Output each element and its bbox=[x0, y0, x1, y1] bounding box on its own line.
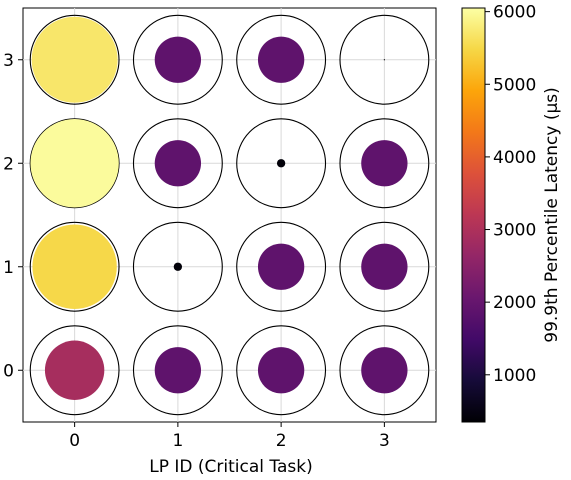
colorbar-label: 99.9th Percentile Latency (μs) bbox=[542, 87, 562, 343]
bubble-1-0 bbox=[154, 347, 202, 394]
colorbar-tick-label-6000: 6000 bbox=[493, 3, 536, 23]
colorbar-tick-label-4000: 4000 bbox=[493, 148, 536, 168]
bubble-1-1 bbox=[173, 262, 183, 271]
colorbar bbox=[461, 7, 486, 423]
ref-circle-2-2 bbox=[236, 118, 327, 209]
reference-circles bbox=[29, 14, 430, 416]
bubble-3-0 bbox=[361, 347, 408, 394]
ref-circle-1-1 bbox=[132, 221, 223, 312]
bubble-0-2 bbox=[30, 119, 119, 208]
bubble-2-0 bbox=[257, 347, 305, 394]
y-tick-label-1: 1 bbox=[3, 258, 14, 278]
bubble-2-2 bbox=[276, 159, 286, 168]
x-axis-label: LP ID (Critical Task) bbox=[149, 457, 312, 477]
bubble-0-1 bbox=[32, 224, 117, 309]
bubble-3-3 bbox=[383, 59, 385, 61]
ref-circle-1-3 bbox=[132, 14, 223, 105]
colorbar-tick-label-1000: 1000 bbox=[493, 366, 536, 386]
ref-circle-3-3 bbox=[339, 14, 430, 105]
bubble-2-1 bbox=[257, 243, 305, 290]
bubble-2-3 bbox=[257, 36, 305, 83]
ref-circle-3-2 bbox=[339, 118, 430, 209]
y-tick-label-0: 0 bbox=[3, 361, 14, 381]
colorbar-ticks: 1000 2000 3000 4000 5000 6000 bbox=[485, 3, 536, 386]
data-bubbles bbox=[30, 16, 408, 400]
bubble-0-3 bbox=[31, 16, 118, 103]
ref-circle-3-1 bbox=[339, 221, 430, 312]
ref-circle-0-3 bbox=[29, 14, 120, 105]
y-axis-ticks: 0 1 2 3 bbox=[3, 51, 23, 381]
bubble-3-1 bbox=[361, 243, 408, 290]
colorbar-tick-label-5000: 5000 bbox=[493, 75, 536, 95]
bubble-1-2 bbox=[154, 140, 202, 187]
ref-circle-3-0 bbox=[339, 325, 430, 416]
bubble-1-3 bbox=[154, 36, 202, 83]
x-tick-label-0: 0 bbox=[69, 431, 80, 451]
bubble-0-0 bbox=[44, 340, 105, 400]
x-tick-label-1: 1 bbox=[172, 431, 183, 451]
bubble-3-2 bbox=[361, 140, 408, 187]
ref-circle-0-1 bbox=[29, 221, 120, 312]
plot-frame bbox=[22, 7, 437, 423]
ref-circle-2-3 bbox=[236, 14, 327, 105]
ref-circle-2-0 bbox=[236, 325, 327, 416]
y-tick-label-3: 3 bbox=[3, 51, 14, 71]
x-axis-ticks: 0 1 2 3 bbox=[69, 422, 390, 451]
ref-circle-1-0 bbox=[132, 325, 223, 416]
ref-circle-2-1 bbox=[236, 221, 327, 312]
colorbar-tick-label-3000: 3000 bbox=[493, 221, 536, 241]
x-tick-label-3: 3 bbox=[379, 431, 390, 451]
ref-circle-0-2 bbox=[29, 118, 120, 209]
ref-circle-1-2 bbox=[132, 118, 223, 209]
colorbar-tick-label-2000: 2000 bbox=[493, 293, 536, 313]
y-tick-label-2: 2 bbox=[3, 154, 14, 174]
ref-circle-0-0 bbox=[29, 325, 120, 416]
x-tick-label-2: 2 bbox=[276, 431, 287, 451]
